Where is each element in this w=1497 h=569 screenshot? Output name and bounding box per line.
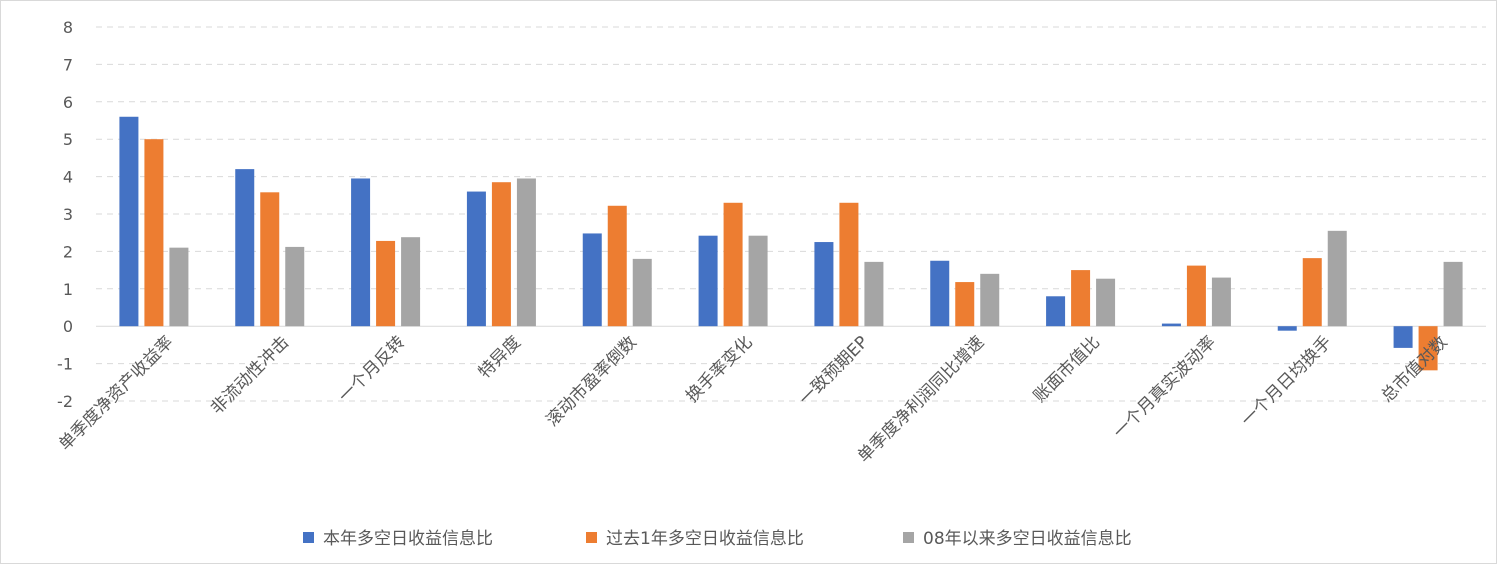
bar-3-12 <box>1443 261 1463 327</box>
bar-1-9 <box>1046 296 1066 327</box>
bar-3-5 <box>632 258 652 327</box>
legend-swatch <box>303 532 314 543</box>
bar-1-10 <box>1161 323 1181 327</box>
legend-label: 过去1年多空日收益信息比 <box>606 529 804 549</box>
y-tick-label: -2 <box>57 392 73 411</box>
y-axis-ticks: -2 -1 0 1 2 3 4 5 6 7 8 <box>57 18 73 411</box>
y-tick-label: 4 <box>63 168 73 187</box>
category-label: 换手率变化 <box>682 332 756 406</box>
legend-label: 本年多空日收益信息比 <box>323 529 493 549</box>
bar-2-2 <box>260 192 280 327</box>
y-tick-label: 3 <box>63 205 73 224</box>
bar-3-9 <box>1096 278 1116 327</box>
legend: 本年多空日收益信息比 过去1年多空日收益信息比 08年以来多空日收益信息比 <box>303 529 1132 549</box>
bar-3-11 <box>1327 230 1347 327</box>
bar-3-10 <box>1211 277 1231 327</box>
gridlines <box>96 26 1486 402</box>
category-label: 账面市值比 <box>1030 332 1104 406</box>
category-label: 非流动性冲击 <box>207 332 293 418</box>
bar-2-4 <box>491 182 511 327</box>
legend-swatch <box>586 532 597 543</box>
bar-3-7 <box>864 261 884 327</box>
bar-1-7 <box>814 242 834 327</box>
category-label: 特异度 <box>475 332 525 382</box>
y-tick-label: 0 <box>63 317 73 336</box>
bar-1-12 <box>1393 326 1413 348</box>
bar-3-3 <box>401 237 421 327</box>
bar-1-5 <box>582 233 602 327</box>
bar-3-1 <box>169 247 189 327</box>
bar-1-6 <box>698 235 718 327</box>
bar-2-9 <box>1071 270 1091 327</box>
bar-2-7 <box>839 202 859 327</box>
category-label: 单季度净资产收益率 <box>55 332 177 454</box>
y-tick-label: -1 <box>57 355 73 374</box>
bar-2-8 <box>955 282 975 327</box>
bar-3-4 <box>516 178 536 327</box>
bar-2-11 <box>1302 258 1322 327</box>
bar-1-1 <box>119 116 139 327</box>
bar-1-4 <box>466 191 486 327</box>
bar-2-12 <box>1418 326 1438 371</box>
bar-2-10 <box>1186 265 1206 327</box>
category-label: 一个月反转 <box>335 332 409 406</box>
bar-3-8 <box>980 273 1000 327</box>
bar-2-6 <box>723 202 743 327</box>
bar-1-3 <box>351 178 371 327</box>
y-tick-label: 6 <box>63 93 73 112</box>
y-tick-label: 1 <box>63 280 73 299</box>
category-label: 单季度净利润同比增速 <box>854 332 988 466</box>
y-tick-label: 8 <box>63 18 73 37</box>
bar-2-3 <box>376 240 396 327</box>
category-label: 滚动市盈率倒数 <box>542 332 640 430</box>
bar-2-5 <box>607 205 627 327</box>
y-tick-label: 7 <box>63 55 73 74</box>
y-tick-label: 5 <box>63 130 73 149</box>
x-axis-category-labels: 单季度净资产收益率 非流动性冲击 一个月反转 特异度 滚动市盈率倒数 换手率变化 一致预期E… <box>55 332 1451 466</box>
bar-1-11 <box>1277 326 1297 331</box>
bar-1-2 <box>235 169 255 327</box>
bar-1-8 <box>930 260 950 327</box>
y-tick-label: 2 <box>63 242 73 261</box>
category-label: 一致预期EP <box>795 332 872 409</box>
legend-swatch <box>903 532 914 543</box>
bars <box>119 116 1463 371</box>
bar-3-2 <box>285 246 305 327</box>
bar-3-6 <box>748 235 768 327</box>
category-label: 总市值对数 <box>1377 332 1451 406</box>
category-label: 一个月真实波动率 <box>1110 332 1220 442</box>
legend-label: 08年以来多空日收益信息比 <box>923 529 1132 549</box>
category-label: 一个月日均换手 <box>1237 332 1335 430</box>
bar-2-1 <box>144 139 164 327</box>
